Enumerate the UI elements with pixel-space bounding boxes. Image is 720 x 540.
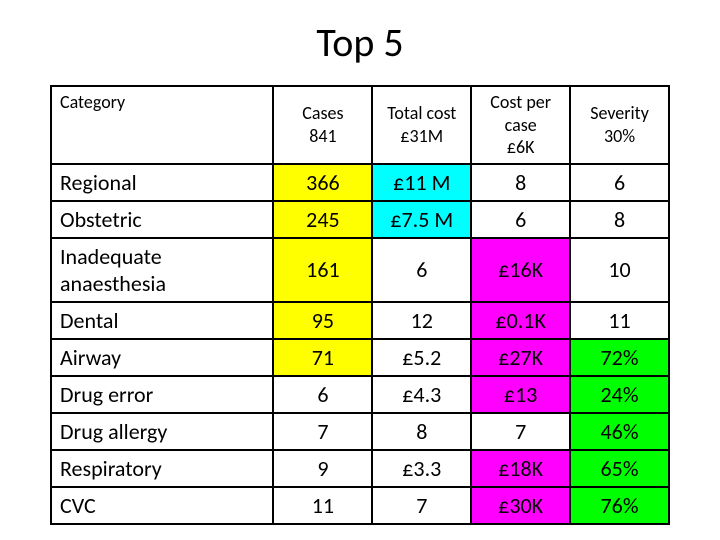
cell-severity: 24% xyxy=(570,376,669,413)
cell-cost-per-case: £0.1K xyxy=(471,302,570,339)
col-header-cases: Cases 841 xyxy=(273,86,372,164)
cell-total-cost: £4.3 xyxy=(372,376,471,413)
cell-cost-per-case: £18K xyxy=(471,450,570,487)
col-header-severity: Severity 30% xyxy=(570,86,669,164)
cell-category: Respiratory xyxy=(51,450,273,487)
table-row: Dental9512£0.1K11 xyxy=(51,302,669,339)
cell-total-cost: 8 xyxy=(372,413,471,450)
cell-severity: 11 xyxy=(570,302,669,339)
cell-cases: 11 xyxy=(273,487,372,524)
table-header-row: Category Cases 841 Total cost £31M Cost … xyxy=(51,86,669,164)
col-header-l1: Severity xyxy=(590,102,649,124)
col-header-l2: 841 xyxy=(309,125,336,147)
cell-cost-per-case: 7 xyxy=(471,413,570,450)
cell-severity: 6 xyxy=(570,164,669,201)
table-row: Respiratory9£3.3£18K65% xyxy=(51,450,669,487)
cell-cases: 245 xyxy=(273,201,372,238)
cell-total-cost: 7 xyxy=(372,487,471,524)
cell-severity: 65% xyxy=(570,450,669,487)
cell-cost-per-case: £27K xyxy=(471,339,570,376)
cell-severity: 76% xyxy=(570,487,669,524)
cell-severity: 72% xyxy=(570,339,669,376)
cell-category: Regional xyxy=(51,164,273,201)
cell-cost-per-case: £13 xyxy=(471,376,570,413)
cell-cases: 7 xyxy=(273,413,372,450)
col-header-l1: Total cost xyxy=(387,102,456,124)
page-title: Top 5 xyxy=(50,18,670,67)
cell-total-cost: 12 xyxy=(372,302,471,339)
cell-total-cost: £11 M xyxy=(372,164,471,201)
col-header-total-cost: Total cost £31M xyxy=(372,86,471,164)
cell-category: Inadequate anaesthesia xyxy=(51,238,273,302)
cell-category: Airway xyxy=(51,339,273,376)
cell-cases: 6 xyxy=(273,376,372,413)
table-row: Drug error6£4.3£1324% xyxy=(51,376,669,413)
cell-total-cost: £7.5 M xyxy=(372,201,471,238)
col-header-l1: Cases xyxy=(302,102,343,124)
col-header-cost-per-case: Cost per case £6K xyxy=(471,86,570,164)
cell-cost-per-case: £30K xyxy=(471,487,570,524)
table-row: Airway71£5.2£27K72% xyxy=(51,339,669,376)
cell-cases: 95 xyxy=(273,302,372,339)
cell-category: Dental xyxy=(51,302,273,339)
table-row: Drug allergy78746% xyxy=(51,413,669,450)
cell-category: Drug error xyxy=(51,376,273,413)
table-row: Inadequate anaesthesia1616£16K10 xyxy=(51,238,669,302)
col-header-category: Category xyxy=(51,86,273,164)
cell-cases: 71 xyxy=(273,339,372,376)
cell-cost-per-case: 6 xyxy=(471,201,570,238)
cell-cases: 9 xyxy=(273,450,372,487)
cell-severity: 46% xyxy=(570,413,669,450)
cell-severity: 8 xyxy=(570,201,669,238)
cell-category: Drug allergy xyxy=(51,413,273,450)
cell-cases: 366 xyxy=(273,164,372,201)
table-row: Regional366£11 M86 xyxy=(51,164,669,201)
cell-category: CVC xyxy=(51,487,273,524)
col-header-l2: £31M xyxy=(400,125,443,147)
cell-severity: 10 xyxy=(570,238,669,302)
cell-total-cost: £5.2 xyxy=(372,339,471,376)
table-row: Obstetric245£7.5 M68 xyxy=(51,201,669,238)
cell-cost-per-case: 8 xyxy=(471,164,570,201)
slide: Top 5 Category Cases 841 Total cost £31M… xyxy=(0,0,720,540)
cell-total-cost: 6 xyxy=(372,238,471,302)
table-row: CVC117£30K76% xyxy=(51,487,669,524)
cell-cost-per-case: £16K xyxy=(471,238,570,302)
col-header-l1: Cost per case xyxy=(490,91,551,136)
data-table: Category Cases 841 Total cost £31M Cost … xyxy=(50,85,670,525)
col-header-l2: 30% xyxy=(604,125,635,147)
col-header-l2: £6K xyxy=(507,136,535,158)
cell-total-cost: £3.3 xyxy=(372,450,471,487)
cell-category: Obstetric xyxy=(51,201,273,238)
cell-cases: 161 xyxy=(273,238,372,302)
col-header-l1: Category xyxy=(60,91,125,113)
